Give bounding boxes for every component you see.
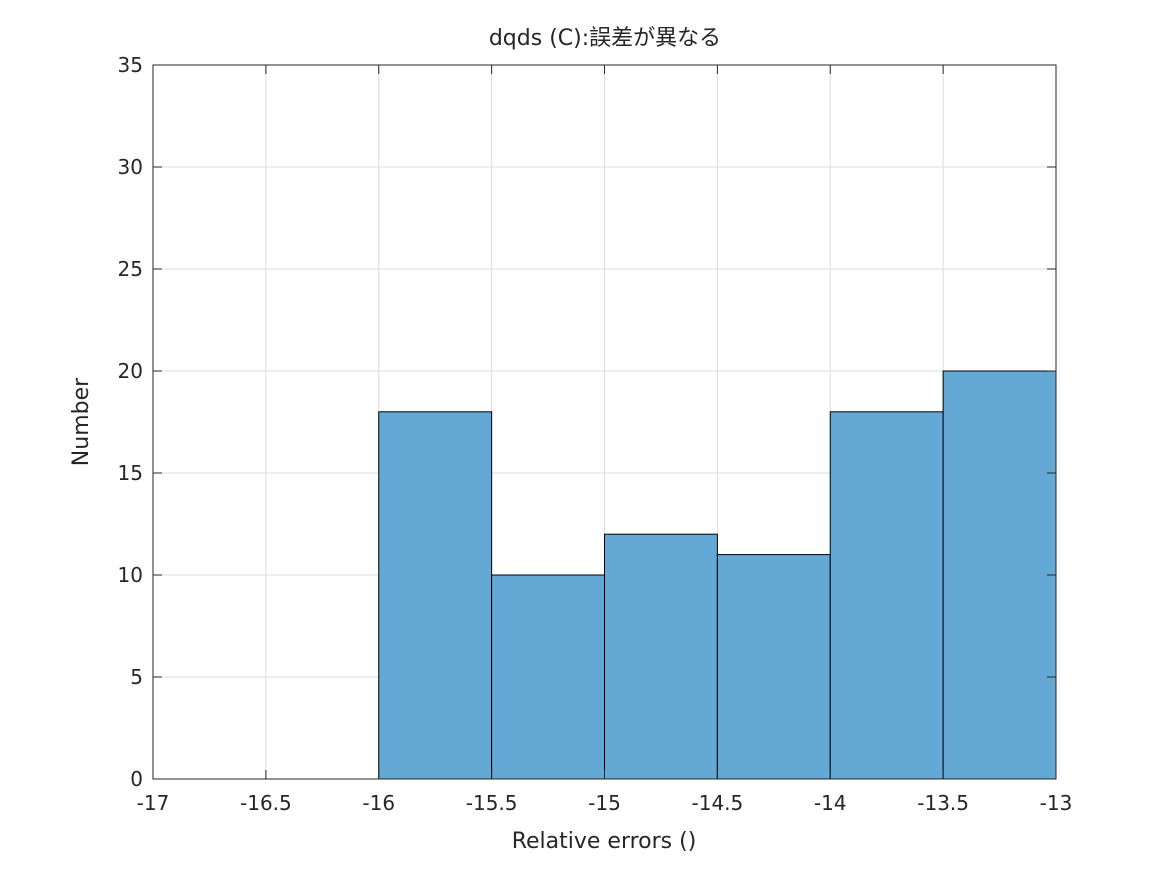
x-tick-label: -16: [362, 791, 395, 815]
y-tick-label: 0: [130, 767, 143, 791]
x-axis-label: Relative errors (): [512, 829, 697, 854]
x-tick-label: -13.5: [917, 791, 969, 815]
x-tick-label: -14: [814, 791, 847, 815]
y-tick-label: 10: [118, 563, 143, 587]
chart-title: dqds (C):誤差が異なる: [489, 26, 721, 51]
y-tick-label: 20: [118, 359, 143, 383]
x-tick-label: -15.5: [466, 791, 518, 815]
x-tick-label: -13: [1040, 791, 1073, 815]
y-tick-label: 25: [118, 257, 143, 281]
histogram-bar: [604, 533, 718, 780]
histogram-bar: [716, 554, 831, 780]
y-axis-label: Number: [69, 377, 94, 466]
x-tick-label: -14.5: [692, 791, 744, 815]
y-tick-label: 30: [118, 155, 143, 179]
x-tick-label: -17: [137, 791, 170, 815]
histogram-bars: [378, 370, 1057, 780]
tick-labels: -17 -16.5 -16 -15.5 -15 -14.5 -14 -13.5 -13 0 5 10 1…: [118, 53, 1073, 815]
axis-ticks: [152, 64, 1057, 780]
histogram-bar: [942, 370, 1057, 780]
y-tick-label: 35: [118, 53, 143, 77]
y-tick-label: 15: [118, 461, 143, 485]
histogram-bar: [491, 574, 605, 780]
histogram-bar: [378, 411, 493, 780]
x-tick-label: -16.5: [240, 791, 292, 815]
x-tick-label: -15: [588, 791, 621, 815]
histogram-bar: [829, 411, 944, 780]
y-tick-label: 5: [130, 665, 143, 689]
